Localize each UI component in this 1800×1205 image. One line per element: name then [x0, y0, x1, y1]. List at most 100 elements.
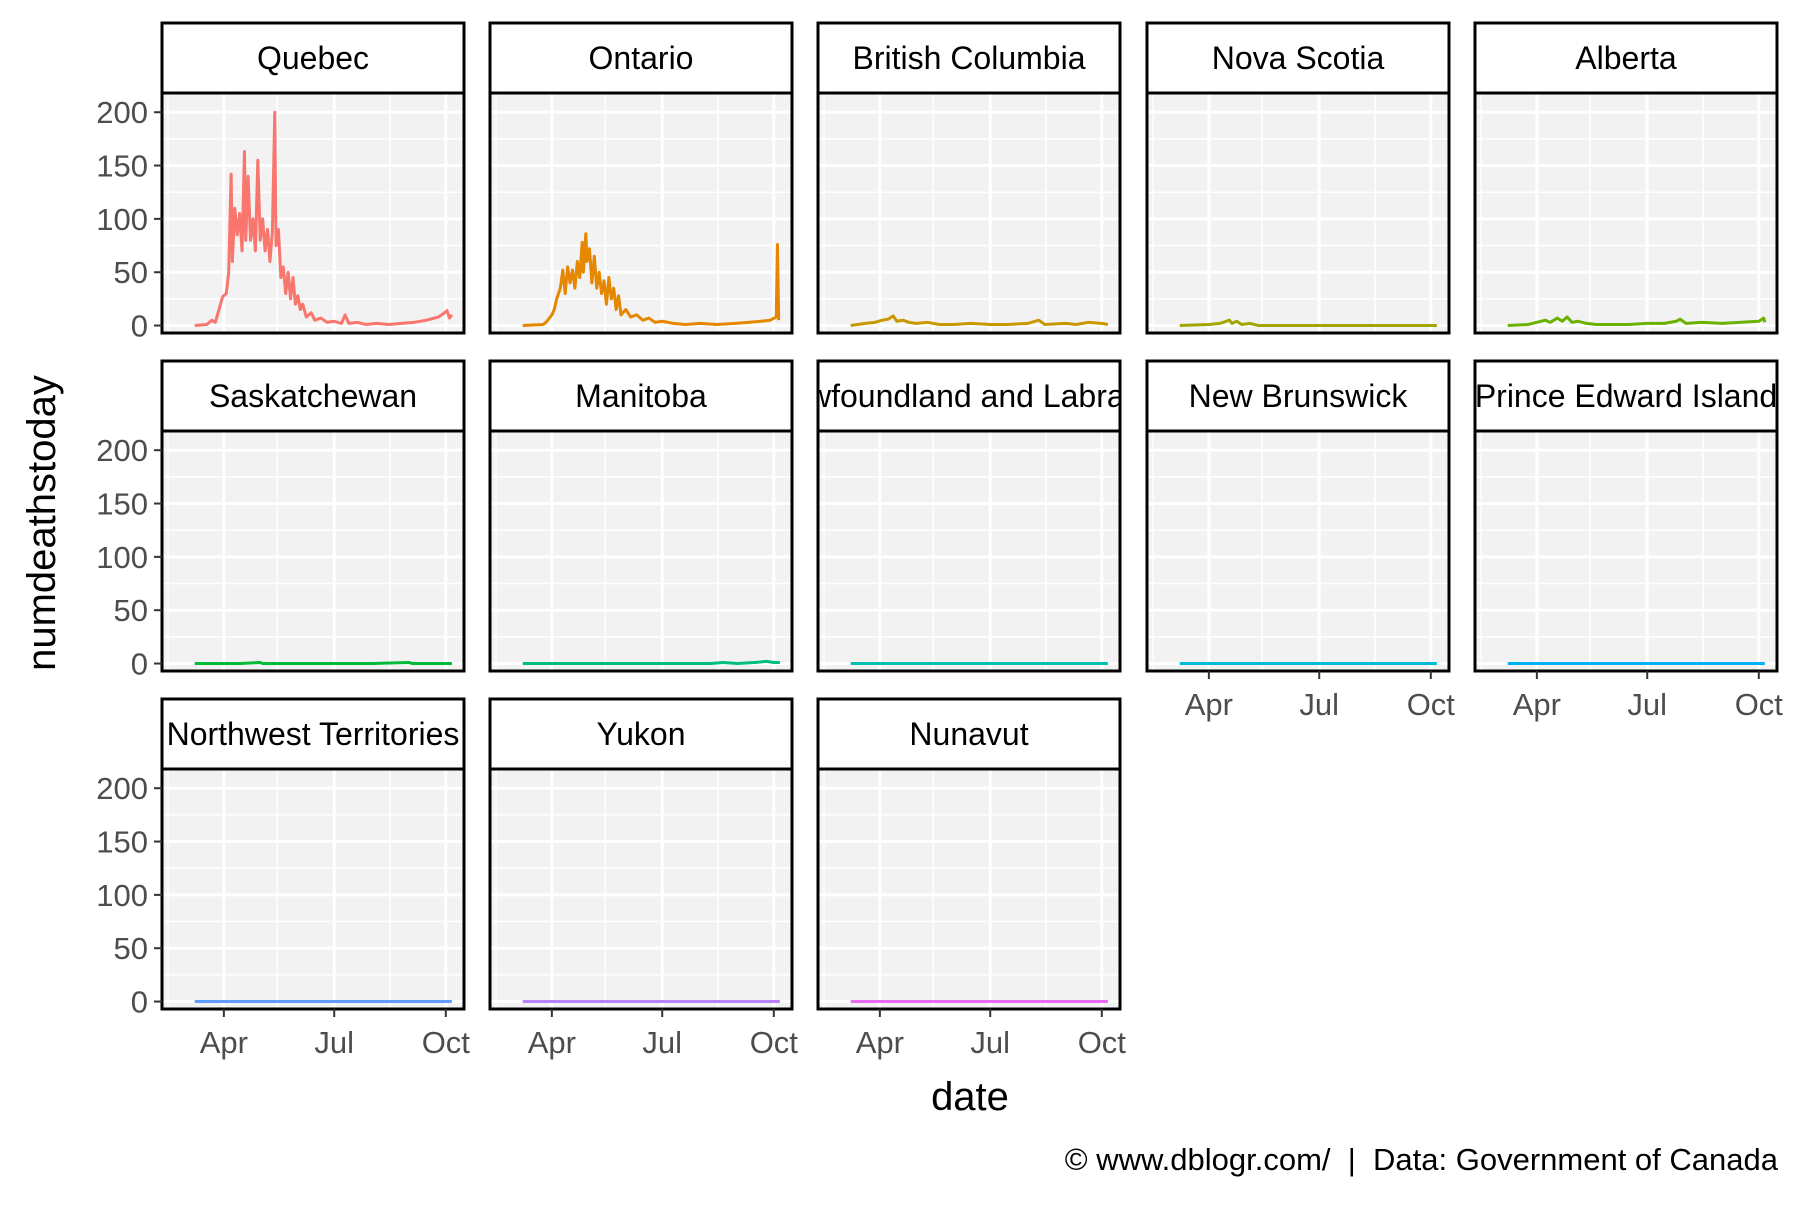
- x-tick-label: Jul: [970, 1025, 1010, 1060]
- panel-background: [490, 93, 792, 333]
- panel-newfoundland-and-labrador: Newfoundland and Labrador: [767, 359, 1171, 673]
- panel-border: [488, 767, 794, 1011]
- x-tick-label: Oct: [1407, 687, 1456, 722]
- y-axis-title: numdeathstoday: [20, 375, 64, 671]
- y-tick-label: 200: [96, 771, 148, 806]
- facet-strip: [816, 697, 1122, 771]
- y-tick-label: 50: [114, 593, 148, 628]
- y-tick-label: 150: [96, 825, 148, 860]
- y-tick-label: 0: [131, 309, 148, 344]
- facet-strip-label: Quebec: [257, 40, 369, 76]
- facet-strip: [160, 21, 466, 95]
- panel-border: [1145, 429, 1451, 673]
- x-tick-label: Oct: [422, 1025, 471, 1060]
- series-line-alberta: [1507, 315, 1767, 328]
- panel-ontario: Ontario: [488, 21, 794, 335]
- x-axis-title: date: [931, 1075, 1009, 1119]
- panel-saskatchewan: Saskatchewan 0 50 100 150 200: [96, 359, 466, 682]
- series-line-manitoba: [522, 659, 780, 666]
- panel-background: [1475, 93, 1777, 333]
- panel-background: [1475, 431, 1777, 671]
- panel-border: [160, 429, 466, 673]
- panel-manitoba: Manitoba: [488, 359, 794, 673]
- x-tick-label: Oct: [1078, 1025, 1127, 1060]
- panel-yukon: Yukon Apr Jul Oct: [488, 697, 799, 1060]
- facet-strip: [1473, 21, 1779, 95]
- panel-border: [488, 429, 794, 673]
- series-line-ontario: [522, 232, 781, 328]
- facet-strip: [816, 359, 1122, 433]
- x-tick-label: Apr: [856, 1025, 904, 1060]
- x-tick-label: Apr: [1185, 687, 1233, 722]
- facet-strip: [160, 359, 466, 433]
- panel-new-brunswick: New Brunswick Apr Jul Oct: [1145, 359, 1456, 722]
- panel-nunavut: Nunavut Apr Jul Oct: [816, 697, 1127, 1060]
- y-tick-label: 150: [96, 149, 148, 184]
- y-tick-label: 200: [96, 433, 148, 468]
- y-tick-label: 100: [96, 878, 148, 913]
- y-tick-label: 100: [96, 202, 148, 237]
- facet-strip-label: Saskatchewan: [209, 378, 417, 414]
- facet-strip: [160, 697, 466, 771]
- series-line-saskatchewan: [194, 660, 452, 666]
- panel-background: [818, 93, 1120, 333]
- x-tick-label: Apr: [1513, 687, 1561, 722]
- x-tick-label: Jul: [1299, 687, 1339, 722]
- panel-prince-edward-island: Prince Edward Island Apr Jul Oct: [1473, 359, 1784, 722]
- y-tick-label: 50: [114, 931, 148, 966]
- y-tick-label: 0: [131, 647, 148, 682]
- series-line-nova-scotia: [1179, 318, 1437, 328]
- panel-background: [162, 93, 464, 333]
- panel-background: [162, 769, 464, 1009]
- panel-border: [1473, 429, 1779, 673]
- facet-strip: [1145, 21, 1451, 95]
- panel-background: [1147, 431, 1449, 671]
- facet-strip-label: British Columbia: [853, 40, 1086, 76]
- panel-border: [488, 91, 794, 335]
- x-tick-label: Jul: [642, 1025, 682, 1060]
- facet-strip: [488, 359, 794, 433]
- panel-background: [490, 769, 792, 1009]
- panel-nova-scotia: Nova Scotia: [1145, 21, 1451, 335]
- facet-strip-label: Newfoundland and Labrador: [767, 378, 1171, 414]
- facet-strip: [488, 21, 794, 95]
- panel-british-columbia: British Columbia: [816, 21, 1122, 335]
- panel-border: [1145, 91, 1451, 335]
- facet-strip-label: Ontario: [589, 40, 694, 76]
- facet-strip-label: Nunavut: [909, 716, 1028, 752]
- y-tick-label: 200: [96, 95, 148, 130]
- x-tick-label: Jul: [1627, 687, 1667, 722]
- panel-background: [490, 431, 792, 671]
- facet-strip-label: Alberta: [1575, 40, 1677, 76]
- facet-strip: [488, 697, 794, 771]
- panel-border: [160, 767, 466, 1011]
- x-tick-label: Oct: [750, 1025, 799, 1060]
- series-line-british-columbia: [850, 314, 1109, 328]
- y-tick-label: 150: [96, 487, 148, 522]
- y-tick-label: 0: [131, 985, 148, 1020]
- facet-strip-label: Yukon: [597, 716, 686, 752]
- facet-strip-label: Prince Edward Island: [1475, 378, 1777, 414]
- facet-strip-label: Nova Scotia: [1212, 40, 1385, 76]
- panel-background: [162, 431, 464, 671]
- y-tick-label: 100: [96, 540, 148, 575]
- facet-strip: [1473, 359, 1779, 433]
- x-tick-label: Oct: [1735, 687, 1784, 722]
- caption: © www.dblogr.com/ | Data: Government of …: [1065, 1142, 1779, 1177]
- x-tick-label: Apr: [528, 1025, 576, 1060]
- panel-border: [1473, 91, 1779, 335]
- panel-background: [818, 769, 1120, 1009]
- panel-quebec: Quebec 0 50 100 150 200: [96, 21, 466, 344]
- y-tick-label: 50: [114, 255, 148, 290]
- series-line-quebec: [194, 110, 454, 328]
- x-tick-label: Jul: [314, 1025, 354, 1060]
- panel-northwest-territories: Northwest Territories 0 50 100 150 200 Apr Jul O…: [96, 697, 471, 1060]
- facet-strip-label: New Brunswick: [1189, 378, 1409, 414]
- panel-background: [1147, 93, 1449, 333]
- panel-border: [816, 767, 1122, 1011]
- x-tick-label: Apr: [200, 1025, 248, 1060]
- panel-border: [816, 429, 1122, 673]
- panel-alberta: Alberta: [1473, 21, 1779, 335]
